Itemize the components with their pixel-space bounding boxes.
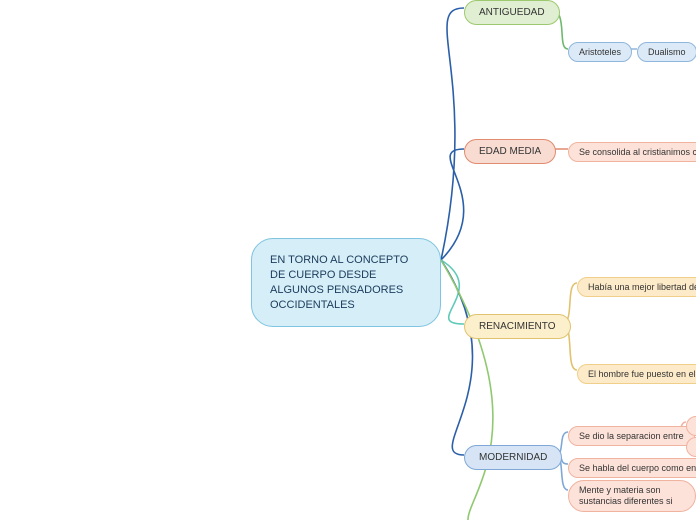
node-mod-note2[interactable]: Se habla del cuerpo como entidad human: [568, 458, 696, 478]
node-edad-media-note[interactable]: Se consolida al cristianimos como religi…: [568, 142, 696, 162]
node-label: ANTIGUEDAD: [479, 7, 545, 18]
root-label: EN TORNO AL CONCEPTO DE CUERPO DESDE ALG…: [270, 253, 422, 312]
node-mod-note3[interactable]: Mente y materia son sustancias diferente…: [568, 480, 696, 512]
mindmap-canvas: EN TORNO AL CONCEPTO DE CUERPO DESDE ALG…: [0, 0, 696, 520]
era-antiguedad[interactable]: ANTIGUEDAD: [464, 0, 560, 25]
node-label: Se habla del cuerpo como entidad human: [579, 463, 696, 473]
node-label: Dualismo: [648, 47, 686, 57]
node-label: RENACIMIENTO: [479, 321, 556, 332]
node-label: EDAD MEDIA: [479, 146, 541, 157]
node-aristoteles[interactable]: Aristoteles: [568, 42, 632, 62]
node-mod-note1[interactable]: Se dio la separacion entre: [568, 426, 695, 446]
node-renac-note1[interactable]: Había una mejor libertad de pensamien: [577, 277, 696, 297]
era-edad-media[interactable]: EDAD MEDIA: [464, 139, 556, 164]
node-label: Mente y materia son sustancias diferente…: [579, 485, 685, 507]
era-modernidad[interactable]: MODERNIDAD: [464, 445, 562, 470]
node-label: MODERNIDAD: [479, 452, 547, 463]
node-renac-note2[interactable]: El hombre fue puesto en el centro de la …: [577, 364, 696, 384]
node-label: Aristoteles: [579, 47, 621, 57]
node-label: Había una mejor libertad de pensamien: [588, 282, 696, 292]
node-mod-note1b[interactable]: Cue: [686, 437, 696, 457]
node-label: Se dio la separacion entre: [579, 431, 684, 441]
node-label: El hombre fue puesto en el centro de la …: [588, 369, 696, 379]
node-dualismo[interactable]: Dualismo: [637, 42, 696, 62]
era-renacimiento[interactable]: RENACIMIENTO: [464, 314, 571, 339]
root-node[interactable]: EN TORNO AL CONCEPTO DE CUERPO DESDE ALG…: [251, 238, 441, 327]
node-label: Se consolida al cristianimos como religi…: [579, 147, 696, 157]
